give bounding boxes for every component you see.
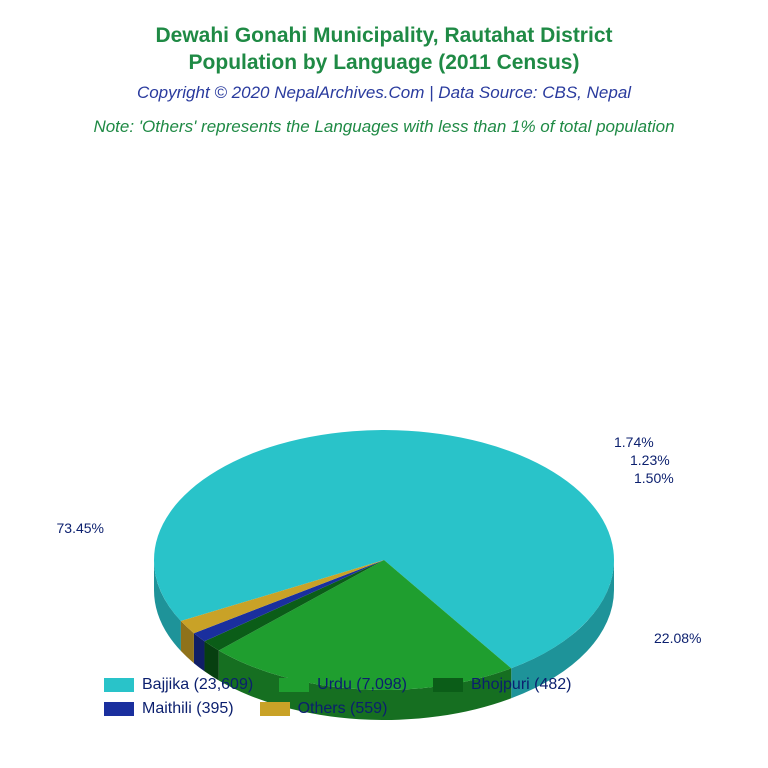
legend-swatch <box>104 702 134 716</box>
pct-label-urdu: 22.08% <box>654 630 701 646</box>
legend-label: Maithili (395) <box>142 700 234 718</box>
pct-label-maithili: 1.23% <box>630 452 670 468</box>
note-text: Note: 'Others' represents the Languages … <box>0 117 768 137</box>
legend-item-1: Urdu (7,098) <box>279 676 407 694</box>
legend-item-0: Bajjika (23,609) <box>104 676 253 694</box>
copyright-text: Copyright © 2020 NepalArchives.Com | Dat… <box>0 83 768 103</box>
pct-label-others: 1.74% <box>614 434 654 450</box>
legend-label: Others (559) <box>298 700 388 718</box>
chart-title-line1: Dewahi Gonahi Municipality, Rautahat Dis… <box>0 22 768 49</box>
legend-swatch <box>104 678 134 692</box>
legend: Bajjika (23,609) Urdu (7,098) Bhojpuri (48… <box>104 676 664 718</box>
legend-label: Urdu (7,098) <box>317 676 407 694</box>
legend-swatch <box>433 678 463 692</box>
pct-label-bajjika: 73.45% <box>57 520 104 536</box>
legend-swatch <box>279 678 309 692</box>
legend-item-3: Maithili (395) <box>104 700 234 718</box>
legend-item-4: Others (559) <box>260 700 388 718</box>
legend-item-2: Bhojpuri (482) <box>433 676 572 694</box>
legend-label: Bhojpuri (482) <box>471 676 572 694</box>
legend-label: Bajjika (23,609) <box>142 676 253 694</box>
chart-title-line2: Population by Language (2011 Census) <box>0 49 768 76</box>
legend-swatch <box>260 702 290 716</box>
pct-label-bhojpuri: 1.50% <box>634 470 674 486</box>
